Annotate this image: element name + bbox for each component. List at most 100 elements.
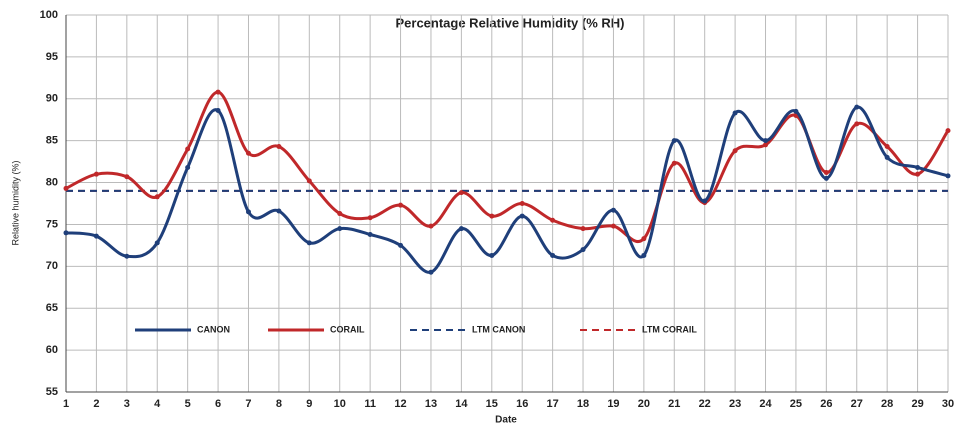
point [702,198,708,204]
point [915,164,921,170]
point [580,226,586,232]
point [641,252,647,258]
point [428,269,434,275]
point [671,160,677,166]
x-tick-label: 8 [276,398,282,410]
point [458,226,464,232]
x-tick-label: 15 [486,398,498,410]
point [367,231,373,237]
y-tick-label: 75 [46,218,58,230]
x-tick-label: 12 [394,398,406,410]
x-tick-label: 28 [881,398,893,410]
point [763,138,769,144]
x-tick-label: 17 [546,398,558,410]
point [63,230,69,236]
point [154,240,160,246]
point [945,128,951,134]
legend-label: CORAIL [330,324,365,334]
x-tick-label: 6 [215,398,221,410]
chart-title: Percentage Relative Humidity (% RH) [395,15,624,30]
legend-label: LTM CORAIL [642,324,697,334]
point [215,108,221,114]
x-tick-label: 22 [699,398,711,410]
x-axis-title: Date [495,415,517,426]
point [732,148,738,154]
x-tick-label: 29 [911,398,923,410]
point [428,223,434,229]
point [245,150,251,156]
point [854,104,860,110]
point [884,154,890,160]
point [124,174,130,180]
point [884,144,890,150]
point [793,108,799,114]
x-tick-label: 18 [577,398,589,410]
point [185,164,191,170]
x-tick-label: 19 [607,398,619,410]
x-tick-label: 23 [729,398,741,410]
series-line [65,105,949,274]
y-tick-label: 65 [46,302,58,314]
point [732,110,738,116]
point [610,207,616,213]
point [489,213,495,219]
point [93,171,99,177]
x-tick-label: 11 [364,398,376,410]
legend-label: CANON [197,324,230,334]
x-tick-label: 24 [759,398,772,410]
point [550,217,556,223]
point [93,233,99,239]
point [641,236,647,242]
point [945,173,951,179]
x-tick-label: 7 [245,398,251,410]
x-tick-label: 10 [334,398,346,410]
x-tick-label: 20 [638,398,650,410]
x-tick-label: 4 [154,398,161,410]
point [306,240,312,246]
point [124,253,130,259]
y-tick-label: 80 [46,176,58,188]
x-tick-label: 16 [516,398,528,410]
point [519,201,525,206]
x-tick-label: 2 [93,398,99,410]
point [276,208,282,214]
y-tick-label: 90 [46,93,58,105]
x-tick-label: 13 [425,398,437,410]
point [550,252,556,258]
legend-label: LTM CANON [472,324,525,334]
x-tick-label: 30 [942,398,954,410]
point [337,211,343,217]
x-tick-label: 1 [63,398,69,410]
x-tick-label: 5 [185,398,191,410]
y-tick-label: 100 [40,9,58,21]
point [854,121,860,127]
y-axis-title: Relative humidity (%) [10,160,20,245]
point [610,223,616,229]
x-tick-label: 9 [306,398,312,410]
x-tick-label: 3 [124,398,130,410]
x-tick-label: 14 [455,398,468,410]
point [276,144,282,150]
x-tick-label: 25 [790,398,802,410]
point [306,178,312,184]
point [519,213,525,219]
y-tick-label: 70 [46,260,58,272]
point [185,146,191,152]
series-line [65,90,950,243]
point [63,185,69,191]
point [398,242,404,248]
y-tick-label: 85 [46,135,58,147]
point [337,226,343,232]
point [154,194,160,200]
point [245,209,251,215]
point [580,247,586,253]
y-tick-label: 55 [46,386,58,398]
point [398,202,404,208]
y-tick-label: 60 [46,344,58,356]
point [489,252,495,258]
point [823,170,829,176]
point [823,175,829,181]
x-tick-label: 21 [668,398,680,410]
point [671,138,677,144]
